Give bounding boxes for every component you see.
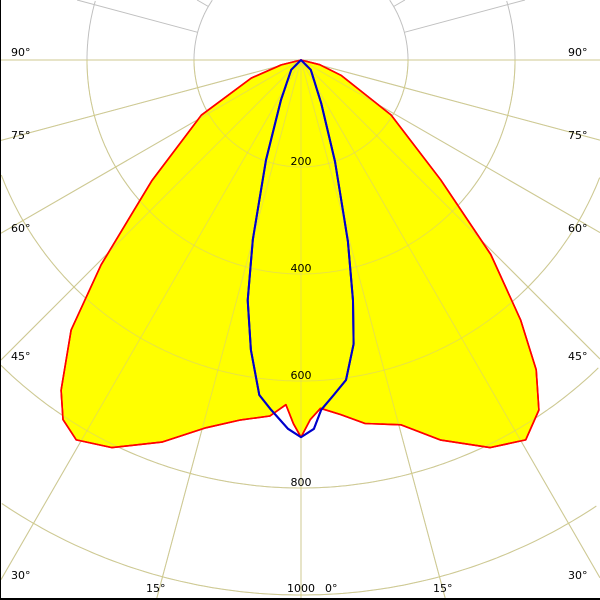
grid-spoke-overlay [300,59,600,360]
intensity-curve-stroke [246,59,355,439]
radial-tick-label: 400 [291,262,312,275]
grid-ring-overlay [1,364,599,489]
angle-label: 75° [568,129,588,142]
grid-spoke-overlay [300,59,600,141]
radial-tick-label: 600 [291,369,312,382]
grid-spoke [196,0,209,7]
angle-label: 15° [433,582,453,595]
grid-spoke-overlay [1,59,302,580]
grid-spoke-overlay [300,59,600,579]
grid-spoke-overlay [300,59,600,234]
grid-ring-overlay [1,503,597,596]
radial-tick-label: 800 [291,476,312,489]
angle-label: 30° [568,569,588,582]
angle-label: 30° [11,569,31,582]
radial-tick-label: 200 [291,155,312,168]
angle-label: 0° [325,582,338,595]
intensity-curves [60,59,540,449]
angle-label: 90° [568,46,588,59]
grid-spoke [76,0,198,33]
grid-ring-overlay [86,60,516,275]
grid-spoke [404,0,526,33]
grid-ring-overlay [1,174,600,382]
grid-spoke [393,0,406,7]
grid-spoke-overlay [1,59,302,141]
grid-spoke-overlay [1,59,302,234]
angle-label: 60° [568,222,588,235]
angle-label: 45° [568,350,588,363]
angle-label: 60° [11,222,31,235]
angle-label: 15° [146,582,166,595]
intensity-curve-red [60,59,540,449]
angle-label: 90° [11,46,31,59]
grid-spoke-overlay [1,59,302,361]
angle-label: 45° [11,350,31,363]
grid-spoke-overlay [300,59,446,598]
grid-spoke-overlay [156,59,302,598]
grid-overlay [1,59,600,598]
radial-tick-label: 1000 [287,582,315,595]
grid-ring-overlay [193,60,409,168]
angle-label: 75° [11,129,31,142]
axis-labels: 200 400 600 800 1000 90° 90° 75° 75° 60° 60° 45° 45°… [11,46,588,595]
